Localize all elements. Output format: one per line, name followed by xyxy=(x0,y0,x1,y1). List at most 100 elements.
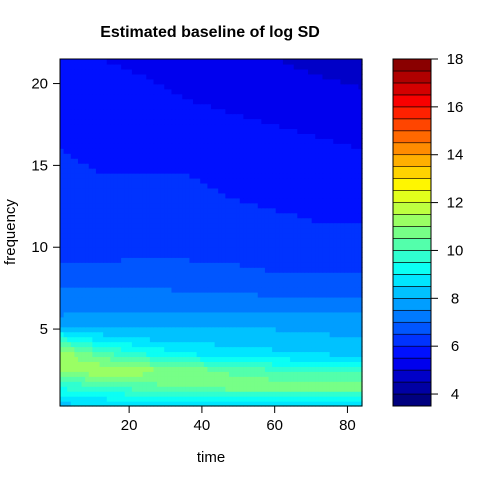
heatmap-cell xyxy=(103,202,108,209)
heatmap-cell xyxy=(257,163,262,169)
heatmap-cell xyxy=(228,291,234,298)
heatmap-cell xyxy=(225,123,230,129)
heatmap-cell xyxy=(196,118,201,125)
heatmap-cell xyxy=(344,282,349,288)
heatmap-cell xyxy=(318,336,324,343)
heatmap-cell xyxy=(185,391,191,397)
heatmap-cell xyxy=(315,202,320,209)
heatmap-cell xyxy=(340,272,345,278)
heatmap-cell xyxy=(70,158,75,164)
heatmap-cell xyxy=(318,182,324,189)
heatmap-cell xyxy=(203,351,209,358)
heatmap-cell xyxy=(175,252,180,258)
heatmap-cell xyxy=(282,227,288,234)
heatmap-cell xyxy=(279,316,284,323)
heatmap-cell xyxy=(103,311,108,318)
heatmap-cell xyxy=(153,182,158,189)
heatmap-cell xyxy=(63,143,68,149)
heatmap-cell xyxy=(182,366,187,372)
heatmap-cell xyxy=(351,296,356,303)
heatmap-cell xyxy=(196,113,201,120)
heatmap-cell xyxy=(211,306,216,313)
heatmap-cell xyxy=(246,296,252,303)
heatmap-cell xyxy=(268,168,273,174)
heatmap-cell xyxy=(261,257,266,263)
heatmap-cell xyxy=(300,361,306,367)
heatmap-cell xyxy=(139,108,144,115)
heatmap-cell xyxy=(171,371,176,377)
heatmap-cell xyxy=(214,123,219,129)
heatmap-cell xyxy=(225,316,230,323)
heatmap-cell xyxy=(300,143,306,149)
heatmap-cell xyxy=(221,287,226,293)
heatmap-cell xyxy=(218,381,223,387)
heatmap-cell xyxy=(250,272,255,278)
heatmap-cell xyxy=(67,177,72,184)
heatmap-cell xyxy=(88,247,93,253)
heatmap-cell xyxy=(164,336,169,343)
heatmap-cell xyxy=(121,212,126,219)
heatmap-cell xyxy=(297,148,302,154)
heatmap-cell xyxy=(228,296,234,303)
heatmap-cell xyxy=(344,187,349,194)
heatmap-cell xyxy=(106,192,111,199)
heatmap-cell xyxy=(142,247,147,253)
heatmap-cell xyxy=(279,321,284,328)
heatmap-cell xyxy=(117,108,122,115)
heatmap-cell xyxy=(340,321,345,328)
heatmap-cell xyxy=(268,277,273,283)
heatmap-cell xyxy=(193,163,198,169)
heatmap-cell xyxy=(182,237,187,244)
heatmap-cell xyxy=(128,197,133,204)
heatmap-cell xyxy=(175,242,180,248)
heatmap-cell xyxy=(261,262,266,268)
heatmap-cell xyxy=(153,371,158,377)
heatmap-cell xyxy=(239,386,244,392)
heatmap-cell xyxy=(117,158,122,164)
heatmap-cell xyxy=(185,386,191,392)
heatmap-cell xyxy=(333,301,338,308)
heatmap-cell xyxy=(117,177,122,184)
heatmap-cell xyxy=(121,173,126,179)
heatmap-cell xyxy=(358,118,363,125)
heatmap-cell xyxy=(178,262,183,268)
heatmap-cell xyxy=(254,267,259,273)
heatmap-cell xyxy=(110,242,115,248)
heatmap-cell xyxy=(254,341,259,348)
heatmap-cell xyxy=(207,197,212,204)
heatmap-cell xyxy=(200,336,205,343)
heatmap-cell xyxy=(311,252,316,258)
heatmap-cell xyxy=(63,321,68,328)
heatmap-cell xyxy=(182,118,187,125)
heatmap-cell xyxy=(128,192,133,199)
heatmap-cell xyxy=(282,148,288,154)
heatmap-cell xyxy=(250,401,255,407)
heatmap-cell xyxy=(142,277,147,283)
heatmap-cell xyxy=(106,113,111,120)
heatmap-cell xyxy=(88,113,93,120)
heatmap-cell xyxy=(264,232,270,239)
heatmap-cell xyxy=(329,257,334,263)
heatmap-cell xyxy=(81,262,86,268)
heatmap-cell xyxy=(358,296,363,303)
heatmap-cell xyxy=(311,182,316,189)
heatmap-cell xyxy=(286,242,291,248)
heatmap-cell xyxy=(347,173,352,179)
heatmap-cell xyxy=(257,391,262,397)
heatmap-cell xyxy=(228,173,234,179)
heatmap-cell xyxy=(261,222,266,229)
heatmap-cell xyxy=(344,237,349,244)
heatmap-cell xyxy=(171,262,176,268)
heatmap-cell xyxy=(347,267,352,273)
heatmap-cell xyxy=(318,386,324,392)
heatmap-cell xyxy=(322,291,327,298)
heatmap-cell xyxy=(257,381,262,387)
heatmap-cell xyxy=(282,391,288,397)
heatmap-cell xyxy=(308,267,313,273)
heatmap-cell xyxy=(246,346,252,353)
heatmap-cell xyxy=(243,267,248,273)
heatmap-cell xyxy=(214,316,219,323)
heatmap-cell xyxy=(214,336,219,343)
heatmap-cell xyxy=(318,326,324,333)
heatmap-cell xyxy=(171,222,176,229)
